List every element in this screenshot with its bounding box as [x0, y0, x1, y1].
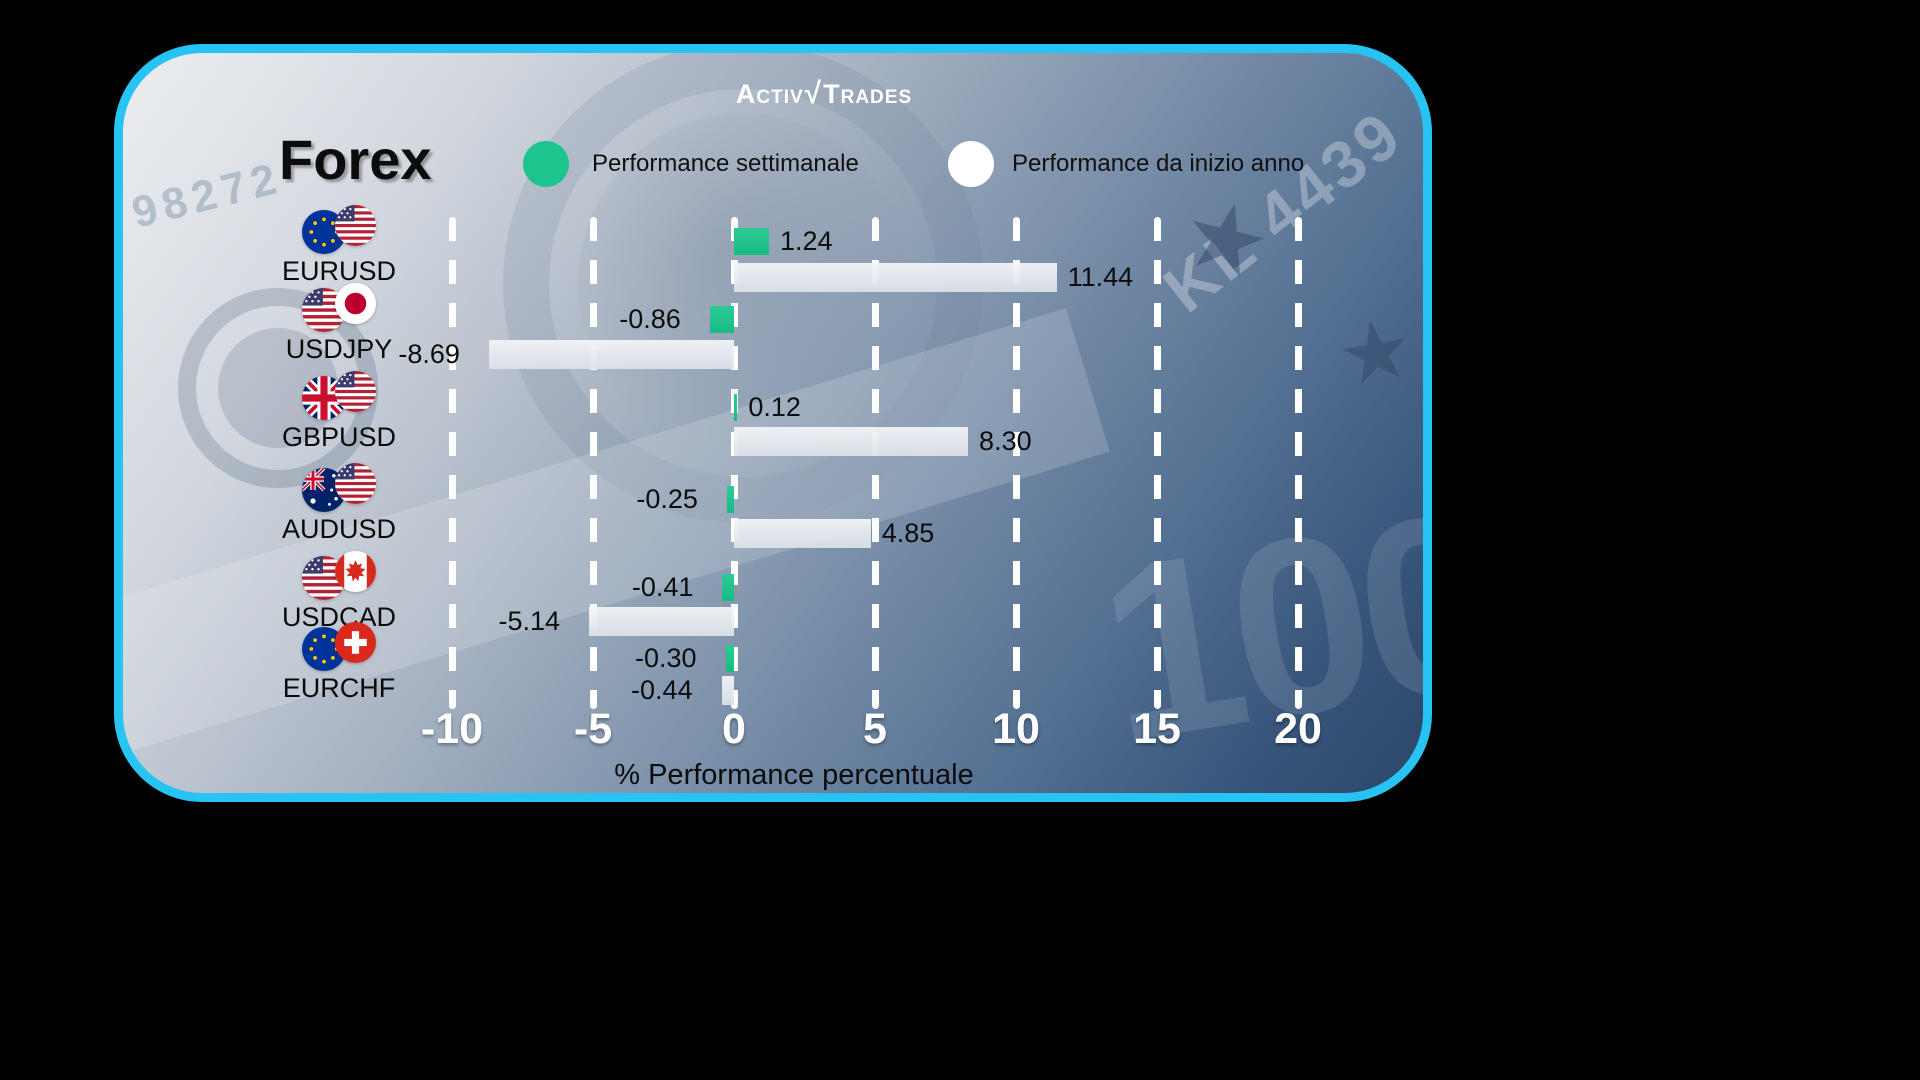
legend-ytd-label: Performance da inizio anno: [1012, 150, 1305, 177]
forex-performance-card: 98272 KL 4439 ★ ★ 100 Activ√Trades Forex…: [114, 44, 1432, 802]
ytd-bar-usdjpy: [488, 339, 734, 369]
pair-label-usdcad: USDCAD: [281, 602, 396, 632]
x-axis-title: % Performance percentuale: [614, 759, 974, 791]
pair-block-audusd: AUDUSD: [199, 463, 479, 545]
ytd-bar-usdcad: [589, 606, 734, 636]
pair-label-eurusd: EURUSD: [281, 256, 396, 286]
x-tick-label: 10: [992, 705, 1040, 753]
us-flag-icon: [335, 371, 376, 412]
gridline-5: [871, 217, 879, 709]
activtrades-logo: Activ√Trades: [736, 77, 912, 111]
weekly-bar-gbpusd: [734, 393, 738, 421]
x-tick-label: 15: [1133, 705, 1181, 753]
gridline-20: [1294, 217, 1302, 709]
logo-check-icon: √: [804, 77, 823, 110]
weekly-value-eurchf: -0.30: [635, 642, 697, 673]
pair-label-eurchf: EURCHF: [282, 673, 396, 703]
weekly-bar-eurchf: [725, 644, 734, 672]
x-tick-label: 5: [863, 705, 887, 753]
pair-label-usdjpy: USDJPY: [285, 334, 393, 364]
weekly-value-gbpusd: 0.12: [748, 391, 801, 422]
weekly-bar-usdjpy: [709, 305, 734, 333]
euro-star-icon: ★: [1171, 177, 1281, 302]
us-flag-icon: [335, 205, 376, 246]
ytd-bar-audusd: [734, 518, 871, 548]
gbpusd-flag-pair-icon: [300, 371, 378, 420]
ytd-value-eurusd: 11.44: [1067, 261, 1134, 292]
gridline-15: [1153, 217, 1161, 709]
ytd-value-gbpusd: 8.30: [979, 425, 1032, 456]
ytd-value-audusd: 4.85: [881, 517, 935, 548]
ytd-bar-eurchf: [721, 675, 734, 705]
ytd-value-usdjpy: -8.69: [398, 338, 460, 369]
legend-ytd-dot-icon: [948, 141, 994, 187]
pair-label-audusd: AUDUSD: [281, 514, 396, 544]
weekly-value-eurusd: 1.24: [779, 225, 833, 256]
logo-text-left: Activ: [735, 79, 804, 109]
jp-flag-icon: [335, 283, 376, 324]
ytd-bar-eurusd: [734, 262, 1057, 292]
legend-weekly-label: Performance settimanale: [592, 150, 859, 177]
euro-star-icon: ★: [1330, 299, 1421, 405]
x-tick-label: 20: [1274, 705, 1322, 753]
banknote-plate-art: KL 4439: [1149, 95, 1417, 327]
ch-flag-icon: [335, 622, 376, 663]
usdcad-flag-pair-icon: [300, 551, 378, 600]
eurusd-flag-pair-icon: [300, 205, 378, 254]
us-flag-icon: [335, 463, 376, 504]
x-tick-label: -5: [573, 705, 613, 753]
ytd-value-usdcad: -5.14: [498, 605, 561, 636]
weekly-value-usdjpy: -0.86: [619, 303, 681, 334]
gridline--10: [448, 217, 456, 709]
weekly-bar-audusd: [726, 485, 734, 513]
audusd-flag-pair-icon: [300, 463, 378, 512]
logo-text-right: Trades: [823, 79, 913, 109]
weekly-value-usdcad: -0.41: [631, 571, 694, 602]
weekly-bar-usdcad: [722, 573, 734, 601]
ytd-value-eurchf: -0.44: [631, 674, 693, 705]
gridline--5: [589, 217, 597, 709]
weekly-value-audusd: -0.25: [636, 483, 698, 514]
eurchf-flag-pair-icon: [300, 622, 378, 671]
pair-block-usdjpy: USDJPY: [199, 283, 479, 365]
pair-block-usdcad: USDCAD: [199, 551, 479, 633]
weekly-bar-eurusd: [734, 227, 769, 255]
ca-flag-icon: [335, 551, 376, 592]
gridline-0: [730, 217, 738, 709]
eu-flag-icon: [302, 627, 346, 671]
x-tick-label: 0: [722, 705, 746, 753]
pair-block-eurusd: EURUSD: [199, 205, 479, 287]
gridline-10: [1012, 217, 1020, 709]
x-tick-label: -10: [420, 705, 484, 753]
us-flag-icon: [302, 556, 346, 600]
legend-weekly-dot-icon: [523, 141, 569, 187]
pair-label-gbpusd: GBPUSD: [281, 422, 397, 452]
ytd-bar-gbpusd: [734, 426, 969, 456]
page-title: Forex: [279, 128, 432, 191]
pair-block-gbpusd: GBPUSD: [199, 371, 479, 453]
pair-block-eurchf: EURCHF: [199, 622, 479, 704]
usdjpy-flag-pair-icon: [300, 283, 378, 332]
